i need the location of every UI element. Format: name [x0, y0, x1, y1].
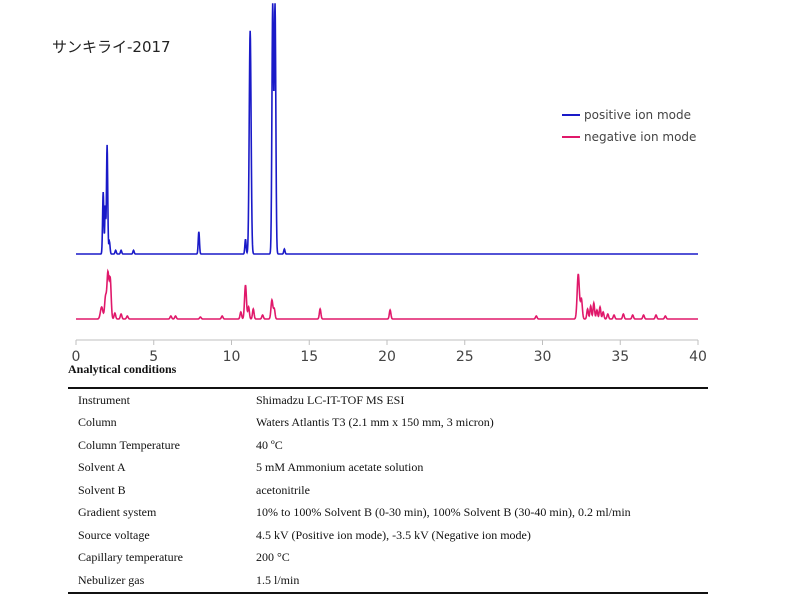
series-layer	[76, 3, 698, 320]
condition-value: 4.5 kV (Positive ion mode), -3.5 kV (Neg…	[256, 527, 531, 542]
condition-param: Solvent B	[78, 482, 126, 497]
x-tick-label: 0	[72, 349, 81, 365]
series-line-negative	[76, 268, 698, 320]
table-row: Column Temperature 40 ºC	[68, 434, 708, 457]
condition-value: 1.5 l/min	[256, 572, 300, 587]
conditions-table: Instrument Shimadzu LC-IT-TOF MS ESI Colum…	[68, 387, 708, 594]
x-tick-label: 20	[378, 349, 396, 365]
x-tick-label: 40	[689, 349, 707, 365]
condition-value: Waters Atlantis T3 (2.1 mm x 150 mm, 3 m…	[256, 415, 494, 430]
condition-param: Column Temperature	[78, 437, 180, 452]
condition-value: 200 °C	[256, 550, 290, 565]
condition-value: Shimadzu LC-IT-TOF MS ESI	[256, 392, 405, 407]
condition-value: 10% to 100% Solvent B (0-30 min), 100% S…	[256, 505, 631, 520]
condition-value: 40 ºC	[256, 437, 283, 452]
condition-param: Gradient system	[78, 505, 157, 520]
table-row: Capillary temperature 200 °C	[68, 547, 708, 570]
table-row: Gradient system 10% to 100% Solvent B (0-…	[68, 502, 708, 525]
x-ticks: 0 5 10 15 20 25 30 35 40	[72, 340, 707, 365]
x-tick-label: 35	[611, 349, 629, 365]
chart-title: サンキライ-2017	[52, 38, 171, 56]
table-row: Solvent A 5 mM Ammonium acetate solution	[68, 457, 708, 480]
condition-param: Source voltage	[78, 527, 150, 542]
chromatogram-chart: サンキライ-2017 positive ion mode negative io…	[52, 3, 707, 365]
legend-item-negative: negative ion mode	[562, 130, 696, 144]
x-tick-label: 25	[456, 349, 474, 365]
table-row: Column Waters Atlantis T3 (2.1 mm x 150 m…	[68, 412, 708, 435]
x-tick-label: 30	[534, 349, 552, 365]
legend-label-negative: negative ion mode	[584, 130, 696, 144]
condition-param: Column	[78, 415, 117, 430]
condition-param: Capillary temperature	[78, 550, 183, 565]
legend-item-positive: positive ion mode	[562, 108, 691, 122]
condition-param: Solvent A	[78, 460, 126, 475]
legend-label-positive: positive ion mode	[584, 108, 691, 122]
condition-param: Nebulizer gas	[78, 572, 145, 587]
table-row: Nebulizer gas 1.5 l/min	[68, 569, 708, 593]
condition-value: acetonitrile	[256, 482, 310, 497]
legend: positive ion mode negative ion mode	[562, 108, 696, 144]
x-tick-label: 10	[223, 349, 241, 365]
conditions-heading: Analytical conditions	[68, 362, 177, 376]
x-tick-label: 15	[300, 349, 318, 365]
table-row: Instrument Shimadzu LC-IT-TOF MS ESI	[68, 388, 708, 412]
x-tick-label: 5	[149, 349, 158, 365]
condition-value: 5 mM Ammonium acetate solution	[256, 460, 424, 475]
conditions-body: Instrument Shimadzu LC-IT-TOF MS ESI Colum…	[68, 388, 708, 593]
table-row: Source voltage 4.5 kV (Positive ion mode)…	[68, 524, 708, 547]
x-axis: 0 5 10 15 20 25 30 35 40	[72, 339, 707, 365]
series-line-positive	[76, 3, 698, 255]
table-row: Solvent B acetonitrile	[68, 479, 708, 502]
condition-param: Instrument	[78, 392, 130, 407]
